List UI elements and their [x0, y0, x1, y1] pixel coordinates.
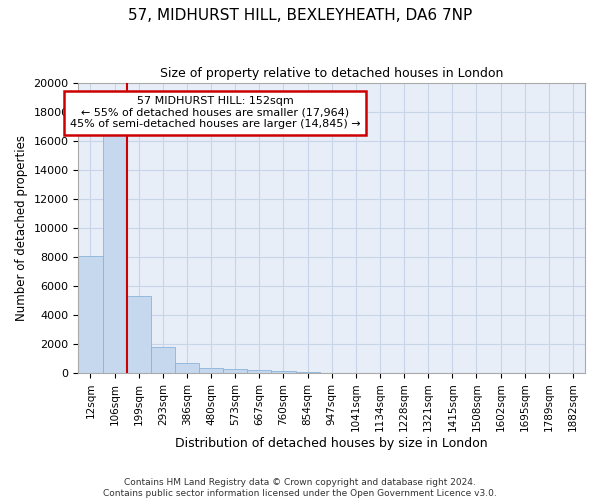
- Bar: [296, 372, 320, 373]
- Bar: [79, 256, 103, 373]
- Bar: [271, 371, 296, 373]
- X-axis label: Distribution of detached houses by size in London: Distribution of detached houses by size …: [175, 437, 488, 450]
- Bar: [103, 134, 127, 373]
- Bar: [127, 296, 151, 373]
- Bar: [151, 347, 175, 373]
- Bar: [199, 368, 223, 373]
- Title: Size of property relative to detached houses in London: Size of property relative to detached ho…: [160, 68, 503, 80]
- Text: Contains HM Land Registry data © Crown copyright and database right 2024.
Contai: Contains HM Land Registry data © Crown c…: [103, 478, 497, 498]
- Bar: [247, 370, 271, 373]
- Bar: [175, 363, 199, 373]
- Text: 57, MIDHURST HILL, BEXLEYHEATH, DA6 7NP: 57, MIDHURST HILL, BEXLEYHEATH, DA6 7NP: [128, 8, 472, 22]
- Bar: [223, 368, 247, 373]
- Y-axis label: Number of detached properties: Number of detached properties: [15, 135, 28, 321]
- Text: 57 MIDHURST HILL: 152sqm
← 55% of detached houses are smaller (17,964)
45% of se: 57 MIDHURST HILL: 152sqm ← 55% of detach…: [70, 96, 361, 130]
